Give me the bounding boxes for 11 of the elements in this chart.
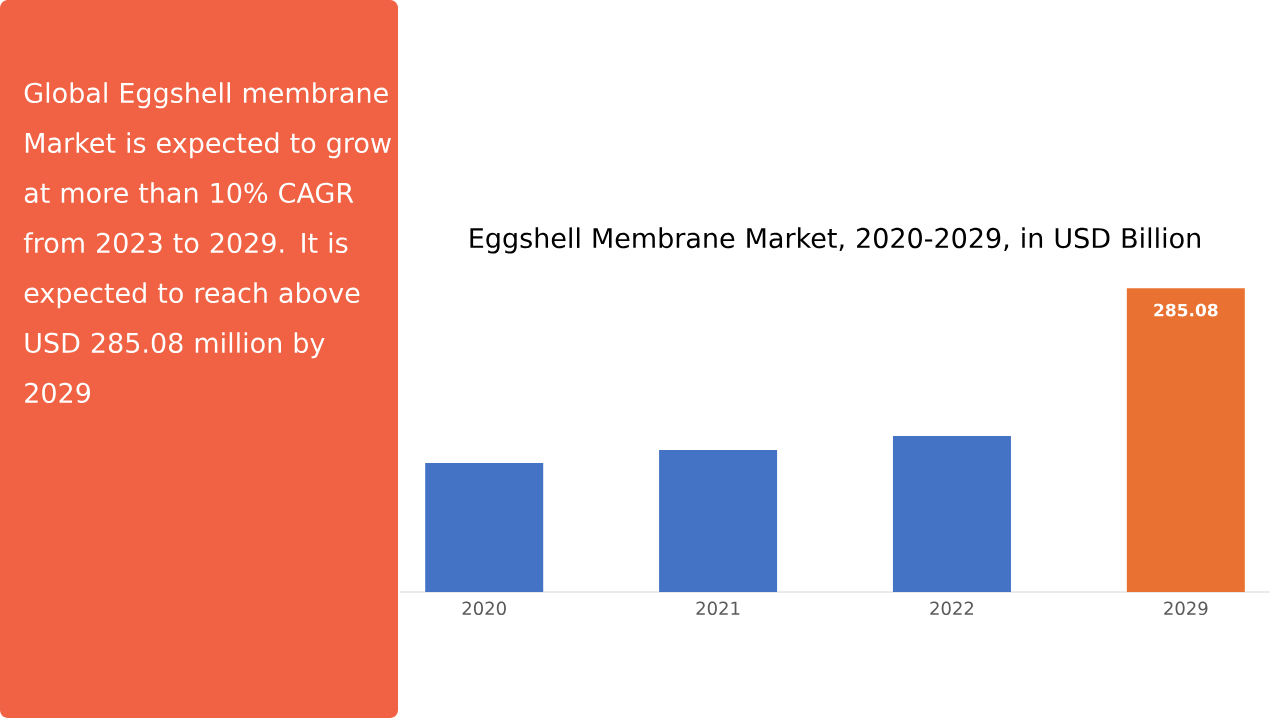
bar (659, 450, 778, 592)
bar (1126, 288, 1245, 592)
x-tick-label: 2029 (1164, 601, 1208, 616)
x-tick-label: 2022 (930, 601, 974, 616)
bar (425, 463, 544, 592)
x-tick-label: 2020 (462, 601, 506, 616)
bar (892, 436, 1011, 592)
chart-title: Eggshell Membrane Market, 2020-2029, in USD Billion (470, 227, 1200, 254)
x-tick-label: 2021 (696, 601, 740, 616)
data-label: 285.08 (1154, 303, 1218, 317)
text: Global Eggshell membrane Market is expected to grow at more than 10% CAGR from 2023 to 2029. It is expected to reach above USD 285.08 million by 2029 (23, 82, 391, 404)
